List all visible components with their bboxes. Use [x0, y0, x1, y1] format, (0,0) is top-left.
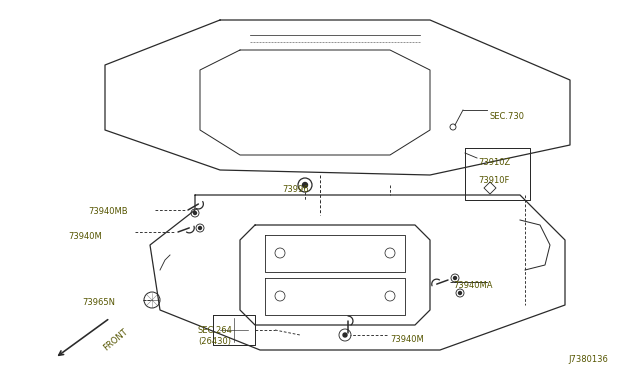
Text: SEC.264: SEC.264: [198, 326, 233, 335]
Circle shape: [303, 183, 307, 187]
Text: SEC.730: SEC.730: [490, 112, 525, 121]
Circle shape: [198, 227, 202, 230]
Circle shape: [458, 292, 461, 295]
Text: FRONT: FRONT: [102, 327, 130, 353]
Text: 73940MA: 73940MA: [453, 281, 493, 290]
Circle shape: [454, 276, 456, 279]
Text: J7380136: J7380136: [568, 355, 608, 364]
Text: 73910F: 73910F: [478, 176, 509, 185]
Text: 73965N: 73965N: [82, 298, 115, 307]
Text: (26430): (26430): [198, 337, 231, 346]
Text: 73996: 73996: [282, 185, 308, 194]
Text: 73940M: 73940M: [390, 335, 424, 344]
Text: 73940MB: 73940MB: [88, 207, 127, 216]
Text: 73940M: 73940M: [68, 232, 102, 241]
Text: 73910Z: 73910Z: [478, 158, 510, 167]
Circle shape: [193, 212, 196, 215]
Circle shape: [343, 333, 347, 337]
